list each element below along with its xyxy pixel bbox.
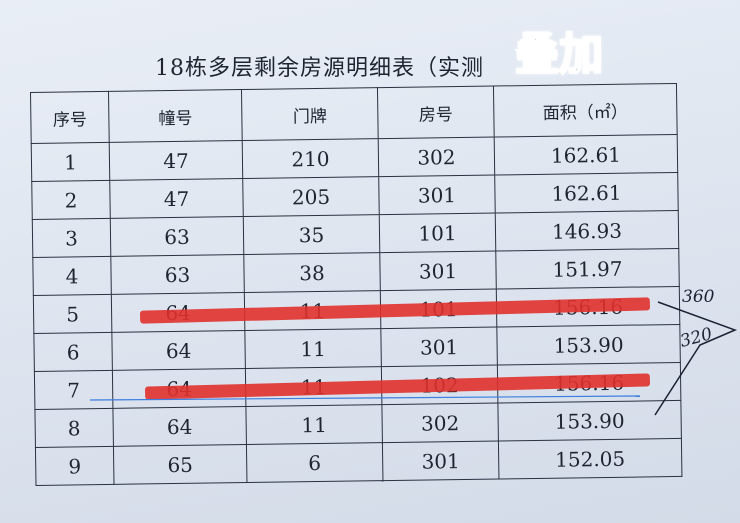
handwritten-note-1: 360	[682, 287, 715, 307]
document-title: 18栋多层剩余房源明细表（实测	[155, 56, 484, 81]
overlay-caption: 叠加	[514, 28, 604, 81]
